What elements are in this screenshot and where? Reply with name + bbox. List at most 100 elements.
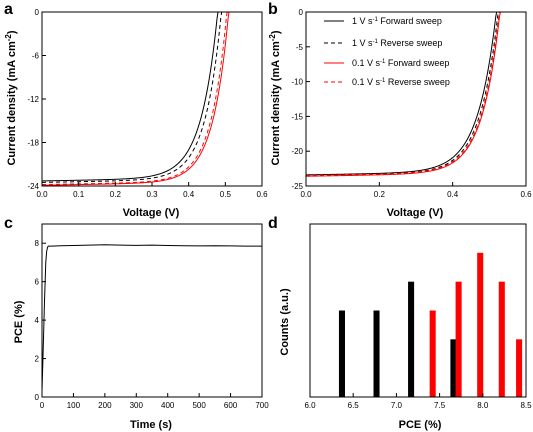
legend-label-3-pre: 0.1 V s [352,58,381,68]
y-tick-label-b-2: -10 [291,78,303,87]
jv-curve-a-3 [41,11,230,186]
y-tick-label-b-1: -5 [296,43,304,52]
legend-label-3: 0.1 V s-1 Forward sweep [352,58,449,68]
legend-label-4-pre: 0.1 V s [352,77,381,87]
x-tick-label-a-0: 0.0 [36,190,48,199]
legend-label-1-sup: -1 [373,17,379,23]
y-axis-label-b-end: ) [270,30,282,34]
y-axis-ticks-b: 0 -5 -10 -15 -20 -25 [291,8,310,191]
plot-frame-b [305,11,527,187]
legend-entry-4: 0.1 V s-1 Reverse sweep [324,77,450,87]
x-tick-label-a-1: 0.1 [73,190,85,199]
x-tick-label-c-6: 600 [224,401,238,410]
legend-label-4: 0.1 V s-1 Reverse sweep [352,77,450,87]
x-tick-label-b-2: 0.4 [447,190,459,199]
bar-black-3 [408,281,415,397]
y-axis-label-c: PCE (%) [13,300,25,343]
legend-label-3-post: Forward sweep [385,58,449,68]
x-tick-label-d-5: 8.5 [520,401,532,410]
x-tick-label-c-7: 700 [255,401,269,410]
y-axis-label-b-main: Current density (mA cm [270,41,282,166]
y-axis-label-a-sup: -2 [4,34,13,42]
x-axis-label-b: Voltage (V) [387,207,444,219]
bar-red-2 [455,281,462,397]
panel-letter-a: a [4,1,13,18]
y-tick-label-a-3: -18 [27,139,39,148]
legend-b: 1 V s-1 Forward sweep 1 V s-1 Reverse sw… [324,16,450,87]
y-axis-label-a-end: ) [6,30,18,34]
panel-letter-d: d [268,215,278,232]
y-tick-label-b-5: -25 [291,182,303,191]
legend-label-3-sup: -1 [380,59,386,65]
x-tick-label-b-1: 0.2 [374,190,386,199]
jv-curves-a [41,11,230,186]
x-tick-label-b-3: 0.6 [520,190,532,199]
legend-label-1: 1 V s-1 Forward sweep [352,16,442,26]
x-tick-label-c-2: 200 [98,401,112,410]
y-tick-label-c-2: 4 [35,316,40,325]
y-axis-label-a: Current density (mA cm-2) [4,30,18,165]
jv-curve-b-2 [305,11,499,177]
y-tick-label-a-1: -6 [32,52,40,61]
panel-b: 0.0 0.2 0.4 0.6 0 -5 -10 -15 -20 -25 Voltage (V)… [268,8,532,219]
bar-red-3 [477,252,484,397]
legend-label-4-sup: -1 [380,78,386,84]
legend-label-1-post: Forward sweep [378,16,442,26]
y-tick-label-a-4: -24 [27,182,39,191]
jv-curve-b-1 [305,11,498,176]
legend-entry-1: 1 V s-1 Forward sweep [324,16,442,26]
plot-frame-d [309,223,527,398]
panel-d: 6.0 6.5 7.0 7.5 8.0 8.5 PCE (%) Counts (a.u.) [279,223,532,431]
x-axis-ticks-d: 6.0 6.5 7.0 7.5 8.0 8.5 [304,393,532,410]
jv-curve-a-2 [41,11,223,183]
pce-trace-c [41,244,262,392]
plot-frame-c [41,223,263,398]
x-tick-label-d-1: 6.5 [348,401,360,410]
y-tick-label-a-2: -12 [27,95,39,104]
y-axis-ticks-a: 0 -6 -12 -18 -24 [27,8,46,191]
x-tick-label-a-6: 0.6 [256,190,268,199]
plot-frame-a [41,11,263,187]
panel-letter-c: c [4,215,13,232]
y-axis-label-d: Counts (a.u.) [279,288,291,356]
y-axis-label-b-sup: -2 [268,34,277,42]
panel-letter-b: b [268,1,278,18]
x-tick-label-c-5: 500 [192,401,206,410]
x-tick-label-a-2: 0.2 [110,190,122,199]
bar-black-1 [338,310,345,397]
x-tick-label-c-1: 100 [67,401,81,410]
y-tick-label-b-3: -15 [291,112,303,121]
bar-red-5 [516,339,523,397]
bar-black-4 [450,339,457,397]
x-tick-label-c-3: 300 [130,401,144,410]
y-tick-label-a-0: 0 [35,8,40,17]
x-tick-label-a-5: 0.5 [220,190,232,199]
y-tick-label-c-0: 0 [35,393,40,402]
y-tick-label-b-4: -20 [291,147,303,156]
legend-entry-2: 1 V s-1 Reverse sweep [324,38,442,48]
jv-curve-b-4 [305,11,500,177]
legend-label-1-pre: 1 V s [352,16,373,26]
x-tick-label-c-0: 0 [40,401,45,410]
x-tick-label-c-4: 400 [161,401,175,410]
y-tick-label-c-1: 2 [35,355,40,364]
x-tick-label-d-0: 6.0 [304,401,316,410]
bar-red-1 [429,310,436,397]
x-axis-label-c: Time (s) [130,419,172,431]
legend-entry-3: 0.1 V s-1 Forward sweep [324,58,449,68]
x-tick-label-a-3: 0.3 [146,190,158,199]
pce-trace-line [41,244,262,392]
y-axis-label-a-main: Current density (mA cm [6,41,18,166]
x-tick-label-d-4: 8.0 [477,401,489,410]
legend-label-2: 1 V s-1 Reverse sweep [352,38,442,48]
legend-label-2-sup: -1 [373,39,379,45]
bar-black-2 [373,310,380,397]
x-axis-ticks-c: 0 100 200 300 400 500 600 700 [40,393,269,410]
x-axis-label-d: PCE (%) [399,419,442,431]
x-tick-label-d-2: 7.0 [391,401,403,410]
x-axis-label-a: Voltage (V) [123,207,180,219]
y-axis-ticks-c: 0 2 4 6 8 [35,239,46,402]
jv-curve-a-4 [41,11,228,186]
legend-label-2-pre: 1 V s [352,38,373,48]
